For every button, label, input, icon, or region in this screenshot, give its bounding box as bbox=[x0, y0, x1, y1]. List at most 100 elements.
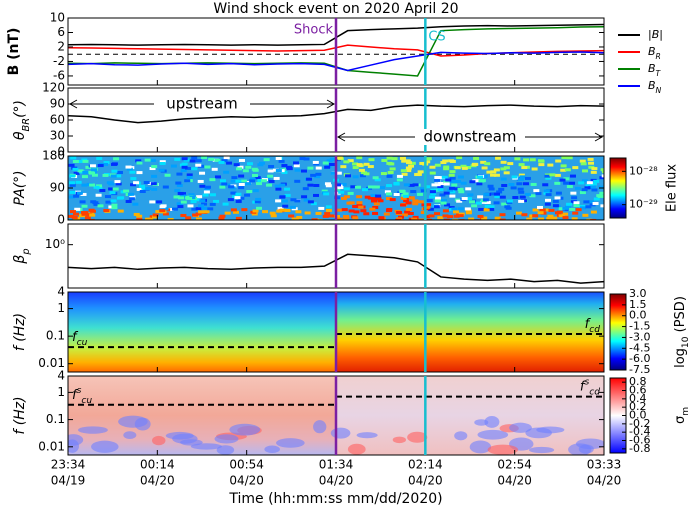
heatmap-cell bbox=[69, 181, 76, 185]
heatmap-cell bbox=[89, 164, 96, 168]
heatmap-blob bbox=[509, 422, 532, 433]
heatmap-cell bbox=[111, 169, 118, 173]
heatmap-cell bbox=[465, 211, 472, 215]
heatmap-cell bbox=[238, 158, 245, 162]
heatmap-cell bbox=[573, 201, 580, 205]
heatmap-cell bbox=[386, 161, 393, 165]
heatmap-cell bbox=[393, 182, 400, 186]
heatmap-cell bbox=[192, 213, 199, 217]
heatmap-cell bbox=[199, 171, 206, 175]
heatmap-cell bbox=[560, 168, 567, 172]
colorbar-label: σm bbox=[673, 407, 691, 424]
heatmap-cell bbox=[110, 174, 117, 178]
heatmap-cell bbox=[438, 182, 445, 186]
heatmap-cell bbox=[372, 197, 379, 201]
heatmap-cell bbox=[313, 193, 320, 197]
heatmap-cell bbox=[203, 187, 210, 191]
heatmap-cell bbox=[521, 213, 528, 217]
heatmap-cell bbox=[89, 213, 96, 217]
heatmap-cell bbox=[379, 186, 386, 190]
heatmap-blob bbox=[578, 444, 594, 454]
heatmap-cell bbox=[330, 171, 337, 175]
heatmap-cell bbox=[133, 212, 140, 216]
heatmap-cell bbox=[508, 182, 515, 186]
heatmap-cell bbox=[306, 177, 313, 181]
heatmap-cell bbox=[68, 195, 75, 199]
heatmap-cell bbox=[582, 169, 589, 173]
heatmap-cell bbox=[76, 191, 83, 195]
heatmap-cell bbox=[97, 204, 104, 208]
heatmap-cell bbox=[276, 209, 283, 213]
heatmap-cell bbox=[277, 206, 284, 210]
heatmap-cell bbox=[184, 179, 191, 183]
heatmap-cell bbox=[538, 217, 545, 220]
heatmap-cell bbox=[159, 161, 166, 165]
heatmap-cell bbox=[246, 162, 253, 166]
heatmap-cell bbox=[465, 165, 472, 169]
heatmap-cell bbox=[480, 200, 487, 204]
heatmap-cell bbox=[518, 173, 525, 177]
heatmap-cell bbox=[575, 208, 582, 212]
heatmap-cell bbox=[543, 189, 550, 193]
heatmap-cell bbox=[364, 195, 371, 199]
heatmap-cell bbox=[417, 200, 424, 204]
heatmap-cell bbox=[176, 183, 183, 187]
heatmap-cell bbox=[408, 196, 415, 200]
heatmap-blob bbox=[330, 427, 351, 439]
heatmap-cell bbox=[444, 203, 451, 207]
heatmap-cell bbox=[449, 176, 456, 180]
y-tick-label: 4 bbox=[57, 369, 65, 383]
x-tick-label: 00:14 bbox=[140, 458, 175, 472]
heatmap-cell bbox=[201, 202, 208, 206]
heatmap-cell bbox=[586, 181, 593, 185]
heatmap-cell bbox=[389, 198, 396, 202]
heatmap-cell bbox=[443, 165, 450, 169]
heatmap-cell bbox=[267, 174, 274, 178]
heatmap-cell bbox=[409, 161, 416, 165]
heatmap-cell bbox=[539, 208, 546, 212]
heatmap-cell bbox=[372, 211, 379, 215]
legend-label: BT bbox=[648, 62, 662, 78]
heatmap-cell bbox=[307, 200, 314, 204]
heatmap-cell bbox=[352, 166, 359, 170]
heatmap-cell bbox=[554, 211, 561, 215]
heatmap-cell bbox=[425, 203, 432, 207]
heatmap-cell bbox=[427, 207, 434, 211]
colorbar-tick-label: -7.5 bbox=[629, 363, 650, 376]
heatmap-cell bbox=[529, 158, 536, 162]
heatmap-cell bbox=[519, 175, 526, 179]
heatmap-cell bbox=[454, 166, 461, 170]
heatmap-cell bbox=[442, 209, 449, 213]
heatmap-cell bbox=[500, 160, 507, 164]
heatmap-cell bbox=[164, 173, 171, 177]
heatmap-cell bbox=[385, 192, 392, 196]
heatmap-cell bbox=[97, 164, 104, 168]
heatmap-cell bbox=[481, 166, 488, 170]
heatmap-cell bbox=[408, 183, 415, 187]
heatmap-cell bbox=[499, 213, 506, 217]
heatmap-cell bbox=[443, 191, 450, 195]
heatmap-cell bbox=[443, 182, 450, 186]
heatmap-cell bbox=[369, 207, 376, 211]
heatmap-cell bbox=[96, 156, 103, 160]
heatmap-cell bbox=[452, 210, 459, 214]
heatmap-cell bbox=[505, 206, 512, 210]
heatmap-cell bbox=[434, 212, 441, 216]
heatmap-cell bbox=[590, 218, 597, 220]
heatmap-cell bbox=[348, 209, 355, 213]
heatmap-cell bbox=[208, 157, 215, 161]
y-tick-label: -2 bbox=[53, 54, 65, 68]
heatmap-cell bbox=[170, 164, 177, 168]
heatmap-cell bbox=[389, 167, 396, 171]
heatmap-cell bbox=[138, 184, 145, 188]
heatmap-cell bbox=[402, 194, 409, 198]
heatmap-cell bbox=[475, 201, 482, 205]
heatmap-cell bbox=[340, 196, 347, 200]
heatmap-cell bbox=[602, 170, 604, 174]
heatmap-cell bbox=[352, 204, 359, 208]
heatmap-cell bbox=[295, 210, 302, 214]
heatmap-cell bbox=[544, 202, 551, 206]
heatmap-cell bbox=[402, 192, 409, 196]
heatmap-cell bbox=[387, 170, 394, 174]
heatmap-cell bbox=[186, 175, 193, 179]
